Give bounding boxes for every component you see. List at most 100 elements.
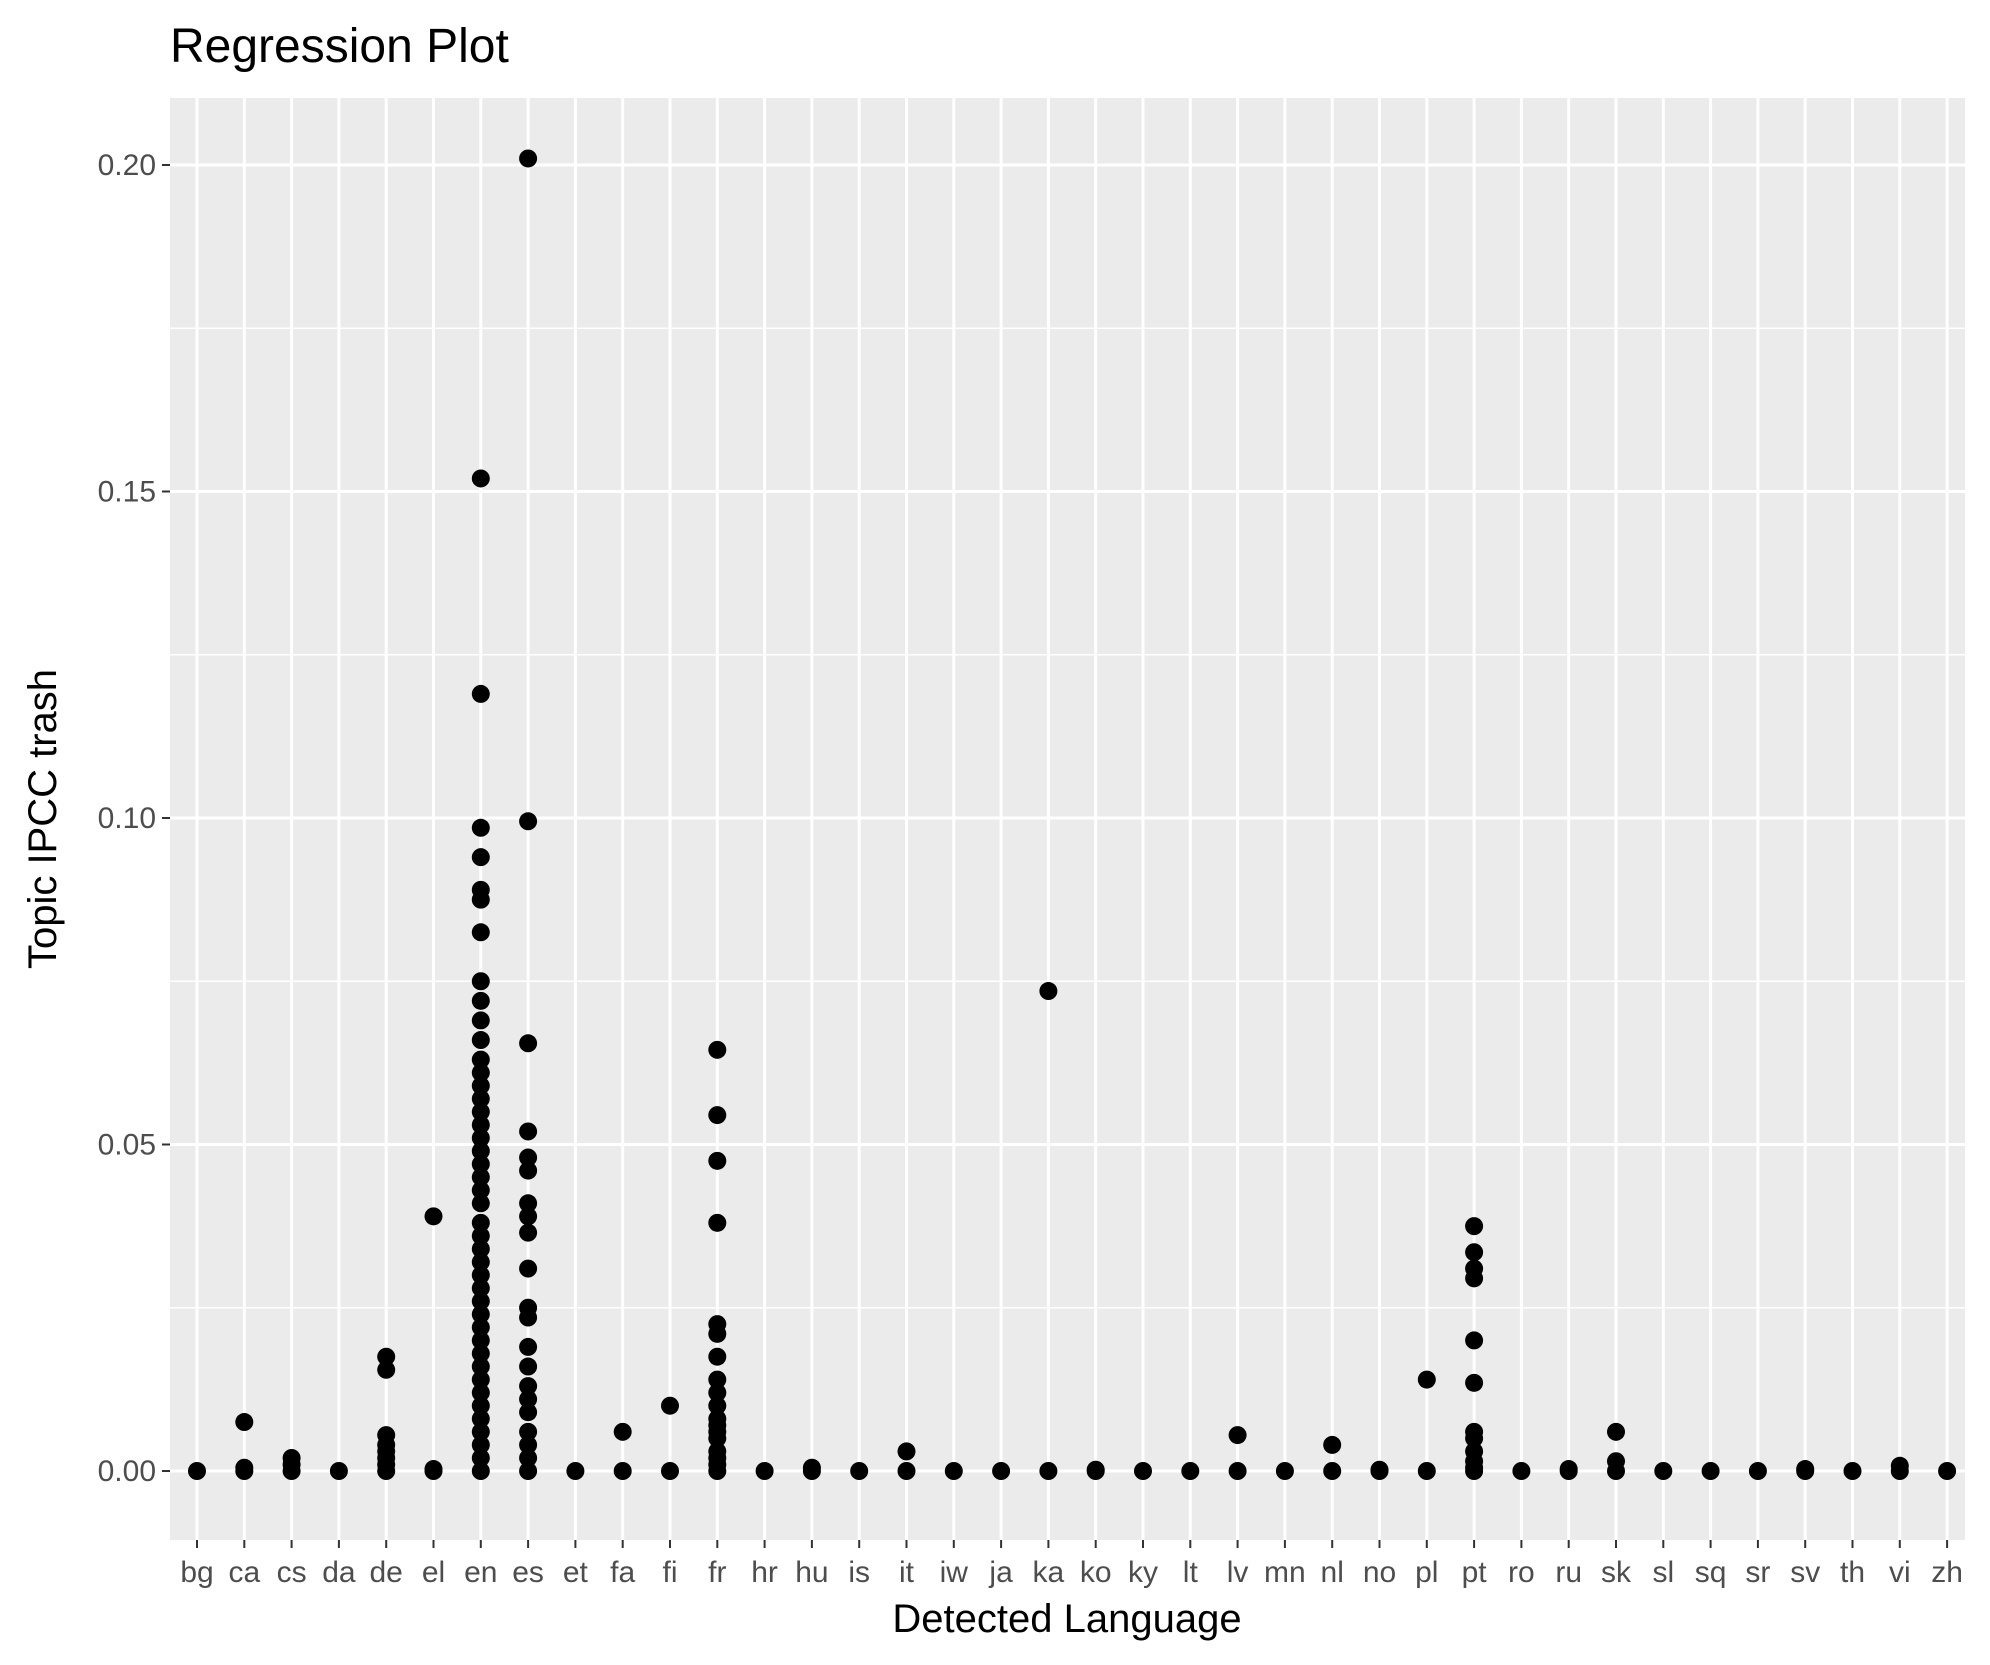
x-tick-label-ru: ru xyxy=(1555,1556,1582,1589)
data-point xyxy=(1465,1422,1484,1441)
data-point xyxy=(519,812,538,831)
data-point xyxy=(471,1266,490,1285)
data-point xyxy=(1890,1456,1909,1475)
data-point xyxy=(471,1331,490,1350)
data-point xyxy=(566,1462,585,1480)
x-tick-label-sq: sq xyxy=(1695,1556,1727,1589)
y-tick-label: 0.10 xyxy=(98,802,156,835)
data-point xyxy=(1843,1462,1862,1480)
x-tick-label-mn: mn xyxy=(1264,1556,1306,1589)
x-tick-label-ka: ka xyxy=(1033,1556,1065,1589)
data-point xyxy=(1796,1460,1815,1479)
data-point xyxy=(471,1422,490,1441)
x-tick-label-no: no xyxy=(1363,1556,1396,1589)
data-point xyxy=(1654,1462,1673,1480)
x-tick-label-iw: iw xyxy=(940,1556,969,1589)
data-point xyxy=(1465,1373,1484,1392)
data-point xyxy=(519,1448,538,1467)
x-tick-label-sl: sl xyxy=(1652,1556,1674,1589)
data-point xyxy=(519,1194,538,1213)
data-point xyxy=(471,1181,490,1200)
data-point xyxy=(1086,1460,1105,1479)
data-point xyxy=(282,1448,301,1467)
data-point xyxy=(1228,1426,1247,1445)
x-tick-label-lt: lt xyxy=(1183,1556,1199,1589)
data-point xyxy=(235,1413,254,1432)
data-point xyxy=(471,469,490,488)
data-points xyxy=(188,149,1957,1480)
x-tick-label-bg: bg xyxy=(180,1556,213,1589)
chart-title: Regression Plot xyxy=(170,20,509,73)
data-point xyxy=(471,1435,490,1454)
data-point xyxy=(471,1370,490,1389)
data-point xyxy=(471,880,490,899)
data-point xyxy=(613,1462,632,1480)
data-point xyxy=(1512,1462,1531,1480)
x-tick-label-hu: hu xyxy=(795,1556,828,1589)
data-point xyxy=(471,1292,490,1311)
data-point xyxy=(471,923,490,942)
data-point xyxy=(377,1426,396,1445)
x-tick-label-hr: hr xyxy=(751,1556,778,1589)
x-tick-label-de: de xyxy=(370,1556,403,1589)
data-point xyxy=(471,848,490,867)
data-point xyxy=(1370,1460,1389,1479)
data-point xyxy=(471,1063,490,1082)
data-point xyxy=(708,1347,727,1366)
data-point xyxy=(471,1396,490,1415)
data-point xyxy=(471,818,490,837)
data-point xyxy=(519,1122,538,1141)
data-point xyxy=(377,1360,396,1379)
data-point xyxy=(519,1337,538,1356)
x-tick-label-en: en xyxy=(464,1556,497,1589)
data-point xyxy=(471,1409,490,1428)
data-point xyxy=(519,1034,538,1053)
x-tick-label-cs: cs xyxy=(277,1556,307,1589)
data-point xyxy=(377,1347,396,1366)
major-gridlines xyxy=(170,98,1965,1540)
data-point xyxy=(471,1076,490,1095)
data-point xyxy=(471,1383,490,1402)
minor-gridlines xyxy=(170,327,1965,1309)
data-point xyxy=(519,1435,538,1454)
data-point xyxy=(708,1106,727,1125)
data-point xyxy=(519,1377,538,1396)
data-point xyxy=(708,1383,727,1402)
x-tick-label-ky: ky xyxy=(1128,1556,1158,1589)
x-tick-label-vi: vi xyxy=(1889,1556,1911,1589)
data-point xyxy=(1134,1462,1152,1480)
y-axis-title: Topic IPCC trash xyxy=(21,669,65,969)
x-tick-label-sv: sv xyxy=(1790,1556,1820,1589)
data-point xyxy=(708,1040,727,1059)
data-point xyxy=(1938,1462,1957,1480)
data-point xyxy=(471,1239,490,1258)
data-point xyxy=(1323,1462,1342,1480)
data-point xyxy=(1607,1422,1625,1441)
y-tick-label: 0.20 xyxy=(98,149,156,182)
data-point xyxy=(519,1298,538,1317)
y-axis-ticks: 0.00 0.05 0.10 0.15 0.20 xyxy=(98,149,170,1488)
x-tick-label-zh: zh xyxy=(1931,1556,1963,1589)
data-point xyxy=(471,972,490,991)
x-tick-label-da: da xyxy=(322,1556,356,1589)
data-point xyxy=(519,1462,538,1480)
x-tick-label-sk: sk xyxy=(1601,1556,1632,1589)
x-axis-ticks: bg ca cs da de el en es et fa fi fr hr hu is it iw ja ka ko… xyxy=(180,1540,1963,1589)
data-point xyxy=(471,991,490,1010)
data-point xyxy=(613,1422,632,1441)
y-tick-label: 0.05 xyxy=(98,1129,156,1162)
data-point xyxy=(471,1194,490,1213)
x-tick-label-fa: fa xyxy=(610,1556,635,1589)
x-tick-label-pt: pt xyxy=(1462,1556,1488,1589)
data-point xyxy=(1701,1462,1720,1480)
data-point xyxy=(897,1442,916,1461)
data-point xyxy=(708,1396,727,1415)
data-point xyxy=(471,1031,490,1050)
x-tick-label-is: is xyxy=(848,1556,870,1589)
data-point xyxy=(519,1161,538,1180)
data-point xyxy=(1228,1462,1247,1480)
data-point xyxy=(519,149,538,168)
x-tick-label-ja: ja xyxy=(988,1556,1013,1589)
data-point xyxy=(424,1207,443,1226)
